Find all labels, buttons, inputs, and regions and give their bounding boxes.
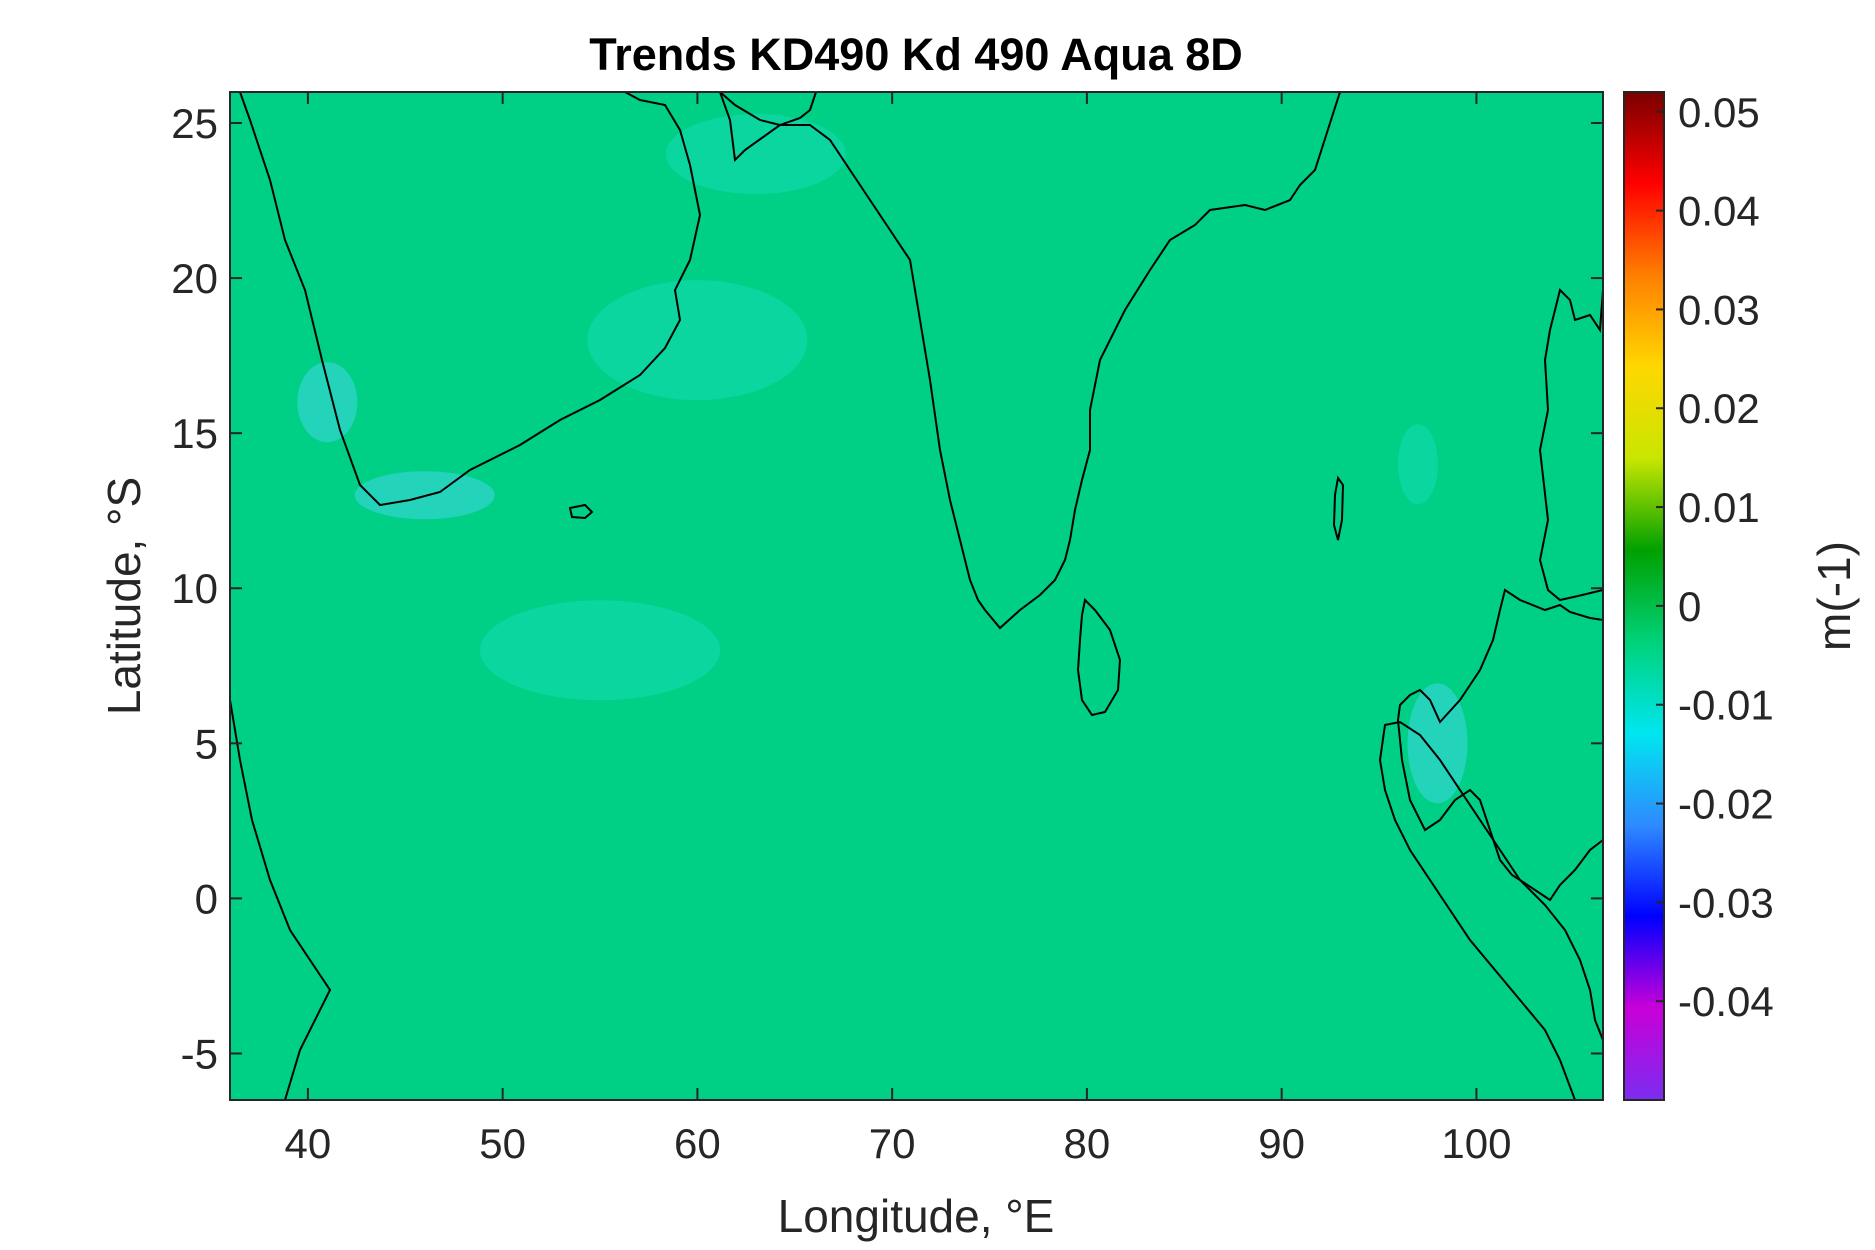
chart-title: Trends KD490 Kd 490 Aqua 8D <box>589 29 1243 80</box>
colorbar-tick-label: -0.01 <box>1678 682 1774 729</box>
y-axis-ticks: 25 20 15 10 5 0 -5 <box>171 100 1603 1077</box>
x-tick-label: 90 <box>1258 1120 1305 1167</box>
x-tick-label: 80 <box>1064 1120 1111 1167</box>
colorbar-tick-label: 0 <box>1678 583 1701 630</box>
y-tick-label: 20 <box>171 255 218 302</box>
colorbar-tick-label: 0.04 <box>1678 188 1760 235</box>
colorbar-tick-label: 0.03 <box>1678 286 1760 333</box>
ocean-field <box>230 92 1603 1100</box>
land-andaman <box>1332 475 1345 541</box>
land-sumatra <box>1378 720 1603 1100</box>
colorbar-gradient <box>1623 91 1665 1101</box>
y-tick-label: -5 <box>181 1030 218 1077</box>
trend-patch <box>665 114 846 195</box>
y-tick-label: 25 <box>171 100 218 147</box>
x-tick-label: 50 <box>479 1120 526 1167</box>
x-tick-label: 70 <box>869 1120 916 1167</box>
colorbar-tick-label: -0.03 <box>1678 879 1774 926</box>
y-tick-label: 10 <box>171 565 218 612</box>
colorbar-tick-label: -0.04 <box>1678 978 1774 1025</box>
y-tick-label: 15 <box>171 410 218 457</box>
x-tick-label: 100 <box>1441 1120 1511 1167</box>
trend-patch <box>480 600 721 701</box>
colorbar-tick-label: 0.02 <box>1678 385 1760 432</box>
x-tick-label: 40 <box>285 1120 332 1167</box>
y-tick-label: 5 <box>195 720 218 767</box>
colorbar: 0.05 0.04 0.03 0.02 0.01 0 -0.01 -0.02 -0.03 -0.0… <box>1623 89 1860 1101</box>
trend-patch <box>1397 424 1438 505</box>
x-tick-label: 60 <box>674 1120 721 1167</box>
trend-patches <box>297 114 1468 804</box>
plot-frame <box>229 91 1604 1101</box>
y-axis-label: Latitude, °S <box>98 477 150 715</box>
land-socotra <box>568 503 594 520</box>
trend-patch <box>1407 683 1468 804</box>
land-sri-lanka <box>1076 597 1122 717</box>
y-tick-label: 0 <box>195 875 218 922</box>
colorbar-tick-label: 0.01 <box>1678 484 1760 531</box>
land-africa-south <box>230 699 332 1100</box>
x-axis-label: Longitude, °E <box>778 1190 1055 1242</box>
trend-patch <box>587 280 808 401</box>
trend-patch <box>297 362 358 443</box>
colorbar-tick-label: -0.02 <box>1678 781 1774 828</box>
x-axis-ticks: 40 50 60 70 80 90 100 <box>285 92 1511 1167</box>
colorbar-label: m(-1) <box>1808 541 1860 651</box>
land-arabia-africa <box>230 92 1603 902</box>
land-masses <box>230 92 1603 1100</box>
colorbar-ticks: 0.05 0.04 0.03 0.02 0.01 0 -0.01 -0.02 -0.03 -0.0… <box>1656 89 1774 1025</box>
colorbar-tick-label: 0.05 <box>1678 89 1760 136</box>
